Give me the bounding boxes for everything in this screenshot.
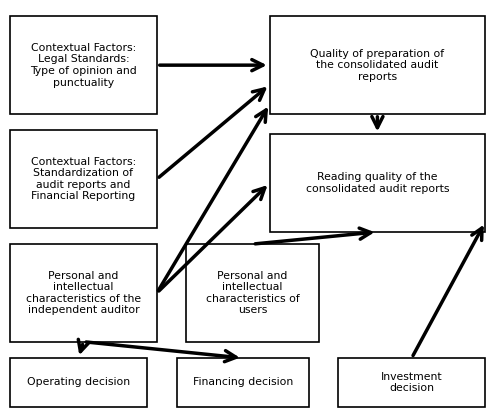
- FancyBboxPatch shape: [10, 244, 157, 342]
- FancyBboxPatch shape: [10, 358, 147, 407]
- FancyBboxPatch shape: [10, 130, 157, 228]
- Text: Investment
decision: Investment decision: [381, 371, 442, 393]
- Text: Contextual Factors:
Legal Standards:
Type of opinion and
punctuality: Contextual Factors: Legal Standards: Typ…: [30, 43, 137, 88]
- Text: Personal and
intellectual
characteristics of
users: Personal and intellectual characteristic…: [206, 271, 300, 315]
- Text: Financing decision: Financing decision: [192, 377, 293, 387]
- FancyBboxPatch shape: [270, 134, 485, 232]
- Text: Reading quality of the
consolidated audit reports: Reading quality of the consolidated audi…: [306, 172, 449, 194]
- Text: Quality of preparation of
the consolidated audit
reports: Quality of preparation of the consolidat…: [310, 49, 444, 82]
- FancyBboxPatch shape: [338, 358, 485, 407]
- FancyBboxPatch shape: [186, 244, 318, 342]
- Text: Operating decision: Operating decision: [27, 377, 130, 387]
- Text: Contextual Factors:
Standardization of
audit reports and
Financial Reporting: Contextual Factors: Standardization of a…: [31, 156, 136, 201]
- FancyBboxPatch shape: [270, 16, 485, 114]
- FancyBboxPatch shape: [10, 16, 157, 114]
- Text: Personal and
intellectual
characteristics of the
independent auditor: Personal and intellectual characteristic…: [26, 271, 141, 315]
- FancyBboxPatch shape: [176, 358, 309, 407]
